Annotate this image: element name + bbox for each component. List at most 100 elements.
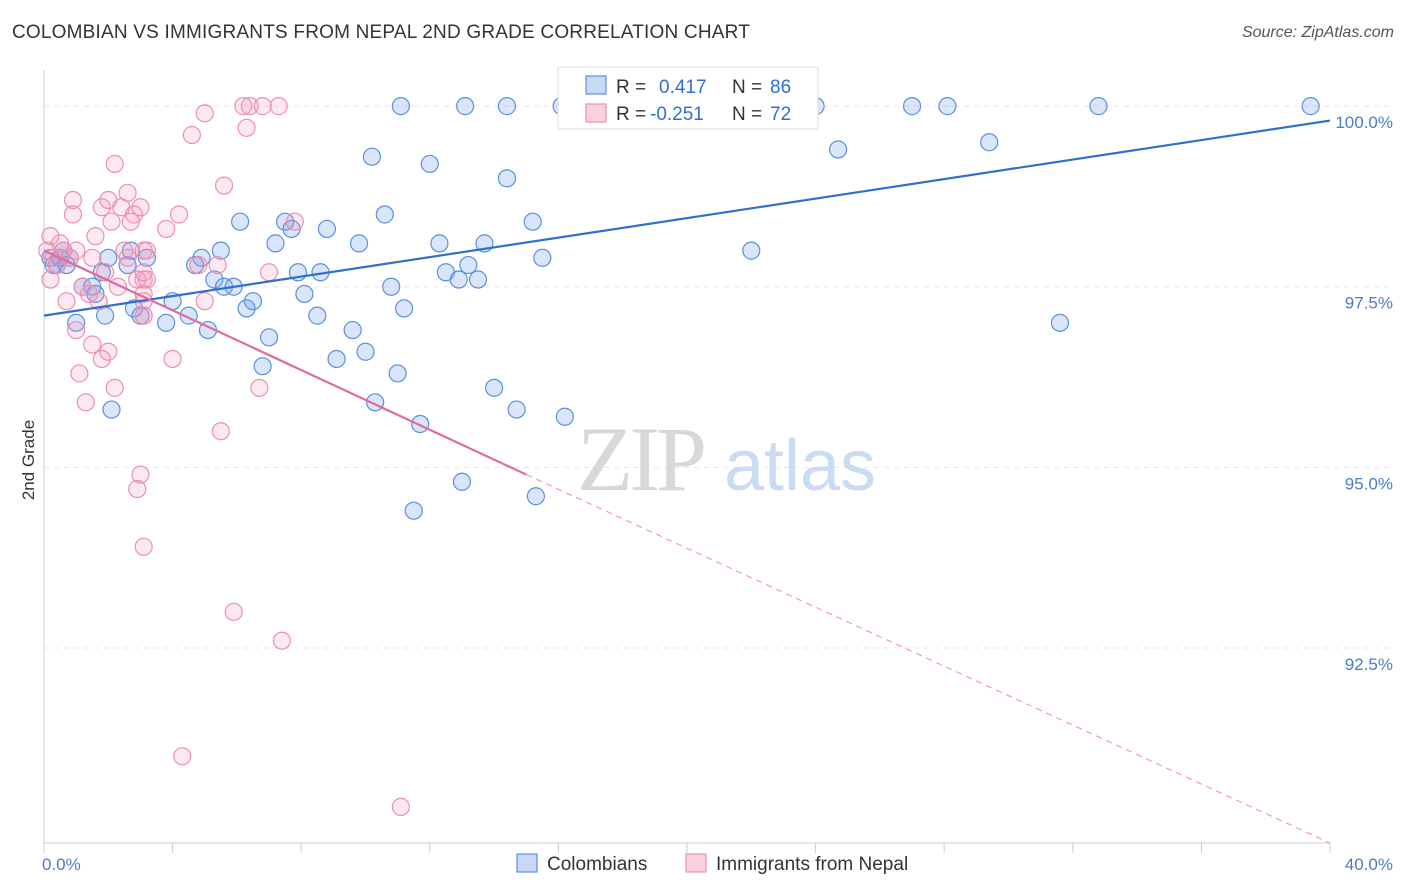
point-s1-47	[134, 263, 153, 282]
trend-line-1	[43, 249, 527, 476]
point-s1-9	[63, 205, 83, 224]
point-s1-62	[237, 118, 256, 137]
legend-swatch-colombians	[585, 75, 607, 95]
point-s0-52	[394, 299, 414, 318]
legend-n-label-1: N =	[732, 77, 762, 98]
point-s0-76	[742, 241, 761, 260]
point-s1-21	[92, 198, 111, 217]
point-s1-67	[269, 97, 288, 116]
point-s1-49	[157, 219, 176, 239]
point-s1-14	[76, 393, 95, 412]
point-s0-54	[411, 414, 430, 434]
y-tick-label-0: 100.0%	[1335, 113, 1393, 132]
point-s0-15	[118, 255, 137, 275]
point-s1-16	[83, 335, 102, 354]
point-s0-61	[459, 255, 478, 275]
point-s0-59	[449, 270, 468, 289]
legend-n-value-2: 72	[770, 104, 791, 125]
point-s0-17	[124, 299, 144, 318]
point-s0-43	[327, 349, 346, 369]
point-s0-72	[555, 407, 574, 426]
point-s1-17	[83, 248, 102, 267]
bottom-legend: Colombians Immigrants from Nepal	[516, 853, 908, 875]
point-s0-65	[456, 97, 475, 116]
point-s1-25	[102, 212, 121, 231]
bottom-legend-colombians: Colombians	[547, 854, 647, 875]
legend-r-value-1: 0.417	[659, 77, 707, 98]
point-s1-15	[79, 284, 99, 304]
point-s0-26	[205, 270, 224, 289]
point-s1-37	[131, 198, 150, 217]
point-s0-34	[259, 328, 279, 347]
point-s0-45	[349, 234, 369, 253]
trend-lines	[43, 119, 1331, 844]
point-s1-51	[169, 205, 189, 224]
point-s0-7	[67, 313, 86, 332]
point-s0-33	[253, 357, 272, 376]
x-tick-label-0: 0.0%	[42, 855, 81, 874]
point-s1-70	[391, 797, 410, 816]
legend-r-value-2: -0.251	[650, 104, 704, 125]
point-s0-84	[1301, 97, 1320, 116]
point-s0-20	[157, 313, 176, 332]
point-s0-42	[317, 219, 337, 239]
point-s0-36	[276, 212, 295, 231]
point-s0-83	[1089, 97, 1108, 116]
y-tick-label-3: 92.5%	[1345, 655, 1393, 674]
point-s1-2	[41, 227, 60, 246]
point-s1-13	[73, 277, 92, 296]
point-s0-35	[266, 234, 285, 253]
tick-labels: 100.0% 97.5% 95.0% 92.5% 0.0% 40.0%	[42, 113, 1393, 874]
y-tick-label-2: 95.0%	[1345, 474, 1393, 493]
point-s1-52	[173, 747, 192, 766]
point-s1-27	[105, 378, 124, 397]
point-s0-81	[980, 133, 999, 152]
point-s0-27	[211, 241, 230, 260]
point-s1-69	[285, 212, 304, 231]
point-s0-44	[343, 320, 362, 340]
point-s0-78	[829, 140, 848, 159]
y-axis-label: 2nd Grade	[19, 420, 38, 500]
point-s1-20	[92, 349, 111, 369]
point-s0-64	[485, 378, 504, 397]
point-s0-62	[468, 270, 488, 289]
point-s1-57	[208, 255, 227, 275]
point-s0-70	[533, 248, 552, 267]
point-s0-40	[308, 306, 327, 325]
point-s0-56	[391, 97, 410, 116]
point-s1-38	[131, 465, 150, 484]
point-s1-11	[67, 320, 86, 340]
point-s1-26	[105, 154, 124, 174]
point-s1-45	[134, 537, 153, 556]
point-s0-68	[523, 212, 542, 231]
bottom-legend-swatch-nepal	[685, 853, 707, 873]
chart-source: Source: ZipAtlas.com	[1241, 24, 1394, 41]
x-tick-label-1: 40.0%	[1345, 855, 1393, 874]
point-s0-46	[356, 342, 375, 361]
point-s1-56	[195, 104, 214, 123]
point-s1-42	[134, 306, 153, 325]
gridlines	[44, 105, 1390, 649]
point-s1-18	[86, 227, 105, 246]
point-s1-34	[124, 205, 144, 224]
point-s1-53	[182, 125, 201, 145]
point-s0-32	[243, 292, 263, 311]
legend-box: R = 0.417 N = 86 R = -0.251 N = 72	[557, 66, 819, 130]
point-s1-59	[214, 176, 234, 195]
point-s1-32	[118, 248, 137, 267]
point-s1-24	[99, 342, 118, 361]
point-s1-65	[253, 97, 272, 116]
point-s1-63	[240, 97, 259, 116]
point-s0-60	[452, 472, 472, 491]
point-s1-58	[211, 422, 230, 441]
point-s0-80	[938, 97, 957, 116]
axes	[43, 70, 1331, 853]
point-s0-47	[362, 147, 382, 166]
point-s0-50	[382, 277, 401, 296]
point-s1-10	[63, 190, 83, 210]
point-s1-61	[234, 97, 253, 116]
trend-line-extension-1	[525, 474, 1331, 844]
point-s0-66	[497, 169, 517, 188]
point-s1-66	[259, 263, 279, 282]
point-s0-71	[497, 97, 517, 116]
